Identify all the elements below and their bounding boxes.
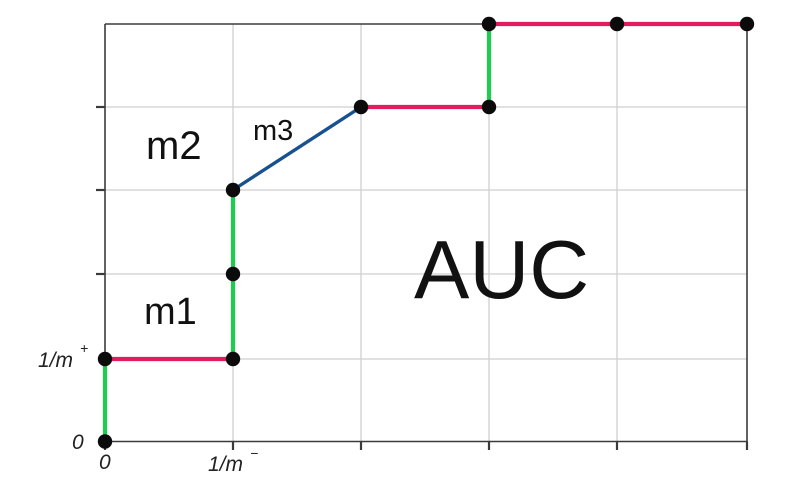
svg-text:m1: m1 — [144, 291, 197, 333]
svg-text:0: 0 — [72, 431, 84, 454]
svg-text:+: + — [80, 340, 88, 356]
svg-text:0: 0 — [99, 451, 111, 474]
svg-text:1/m: 1/m — [38, 349, 73, 372]
svg-text:m3: m3 — [253, 115, 293, 147]
svg-text:AUC: AUC — [414, 223, 589, 316]
svg-text:−: − — [250, 445, 258, 461]
svg-text:1/m: 1/m — [208, 453, 243, 476]
svg-text:m2: m2 — [146, 124, 202, 168]
